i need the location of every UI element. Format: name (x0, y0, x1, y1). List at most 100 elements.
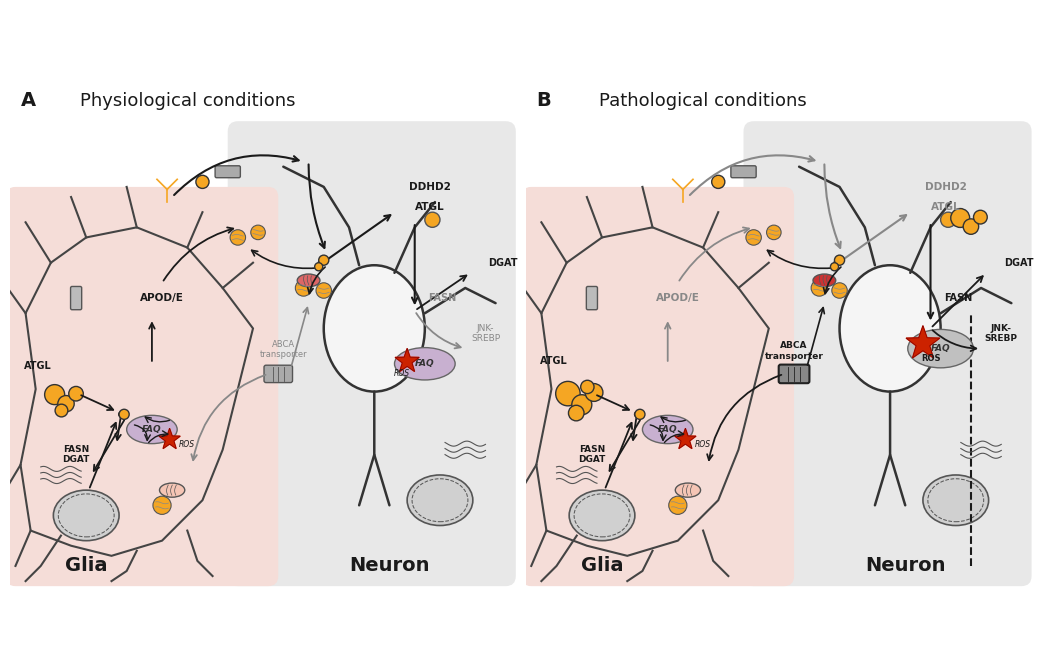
Text: DGAT: DGAT (1003, 258, 1034, 268)
Ellipse shape (395, 348, 455, 380)
Circle shape (153, 496, 171, 514)
Circle shape (572, 395, 592, 415)
Circle shape (318, 259, 325, 266)
Circle shape (251, 225, 266, 240)
Text: ATGL: ATGL (931, 202, 961, 212)
Polygon shape (907, 326, 940, 358)
Ellipse shape (675, 483, 700, 497)
Circle shape (830, 263, 839, 271)
FancyBboxPatch shape (730, 166, 756, 178)
Polygon shape (537, 227, 769, 556)
FancyBboxPatch shape (228, 121, 516, 586)
Text: FAQ: FAQ (658, 425, 677, 434)
Polygon shape (21, 227, 253, 556)
Circle shape (316, 283, 331, 298)
Ellipse shape (127, 415, 177, 443)
Polygon shape (159, 428, 180, 449)
Text: FASN: FASN (944, 293, 972, 303)
FancyBboxPatch shape (264, 365, 293, 383)
Circle shape (425, 212, 440, 227)
FancyBboxPatch shape (521, 187, 794, 586)
Text: A: A (21, 92, 35, 111)
Text: ROS: ROS (394, 369, 411, 378)
Text: FAQ: FAQ (931, 344, 950, 353)
Ellipse shape (813, 274, 836, 287)
Ellipse shape (923, 475, 989, 525)
Ellipse shape (324, 265, 425, 392)
Text: FASN
DGAT: FASN DGAT (578, 445, 605, 464)
Circle shape (580, 380, 594, 394)
Text: DDHD2: DDHD2 (408, 182, 451, 192)
Circle shape (811, 280, 827, 296)
Circle shape (634, 411, 641, 418)
Text: Neuron: Neuron (865, 557, 945, 575)
Ellipse shape (840, 265, 941, 392)
Ellipse shape (297, 274, 320, 287)
Circle shape (569, 406, 584, 421)
Circle shape (832, 283, 847, 298)
Ellipse shape (53, 490, 119, 541)
FancyBboxPatch shape (71, 286, 81, 310)
Text: APOD/E: APOD/E (140, 293, 184, 303)
Text: JNK-
SREBP: JNK- SREBP (471, 324, 500, 343)
Text: FAQ: FAQ (142, 425, 162, 434)
FancyBboxPatch shape (587, 286, 597, 310)
Circle shape (69, 387, 83, 401)
Circle shape (767, 225, 782, 240)
Text: ROS: ROS (695, 440, 711, 449)
Polygon shape (395, 349, 419, 372)
Text: ATGL: ATGL (415, 202, 445, 212)
Text: ABCA
transporter: ABCA transporter (259, 340, 307, 359)
Text: B: B (537, 92, 551, 111)
Polygon shape (675, 428, 696, 449)
Text: ABCA
transporter: ABCA transporter (765, 342, 823, 361)
Text: ATGL: ATGL (540, 356, 568, 367)
Circle shape (635, 409, 645, 419)
Circle shape (45, 385, 65, 405)
Circle shape (315, 263, 323, 271)
Ellipse shape (569, 490, 635, 541)
Circle shape (973, 210, 987, 224)
Text: DDHD2: DDHD2 (924, 182, 967, 192)
Text: ROS: ROS (179, 440, 195, 449)
Circle shape (834, 259, 841, 266)
FancyBboxPatch shape (744, 121, 1032, 586)
Circle shape (586, 383, 603, 402)
Text: FASN: FASN (428, 293, 456, 303)
Circle shape (963, 219, 978, 234)
Circle shape (230, 230, 246, 245)
Text: Glia: Glia (65, 557, 107, 575)
Text: JNK-
SREBP: JNK- SREBP (985, 324, 1018, 343)
Text: DGAT: DGAT (488, 258, 518, 268)
Circle shape (712, 175, 725, 188)
FancyBboxPatch shape (215, 166, 241, 178)
Text: FASN
DGAT: FASN DGAT (63, 445, 90, 464)
Text: Physiological conditions: Physiological conditions (79, 92, 295, 110)
Circle shape (55, 404, 68, 417)
Ellipse shape (159, 483, 184, 497)
Circle shape (57, 396, 74, 412)
Ellipse shape (643, 415, 693, 443)
Circle shape (746, 230, 762, 245)
Circle shape (555, 381, 580, 406)
Text: Glia: Glia (580, 557, 623, 575)
Circle shape (295, 280, 312, 296)
Ellipse shape (908, 329, 973, 368)
Circle shape (835, 255, 845, 265)
Circle shape (196, 175, 209, 188)
Text: ATGL: ATGL (24, 361, 52, 371)
Circle shape (669, 496, 687, 514)
Circle shape (118, 411, 125, 418)
Circle shape (950, 208, 970, 227)
FancyBboxPatch shape (5, 187, 278, 586)
Circle shape (941, 212, 956, 227)
Text: ROS: ROS (921, 354, 940, 363)
Circle shape (119, 409, 129, 419)
Ellipse shape (407, 475, 473, 525)
Text: Pathological conditions: Pathological conditions (599, 92, 807, 110)
Text: Neuron: Neuron (349, 557, 429, 575)
Text: FAQ: FAQ (415, 359, 435, 368)
Circle shape (319, 255, 329, 265)
FancyBboxPatch shape (778, 365, 810, 383)
Text: APOD/E: APOD/E (655, 293, 700, 303)
